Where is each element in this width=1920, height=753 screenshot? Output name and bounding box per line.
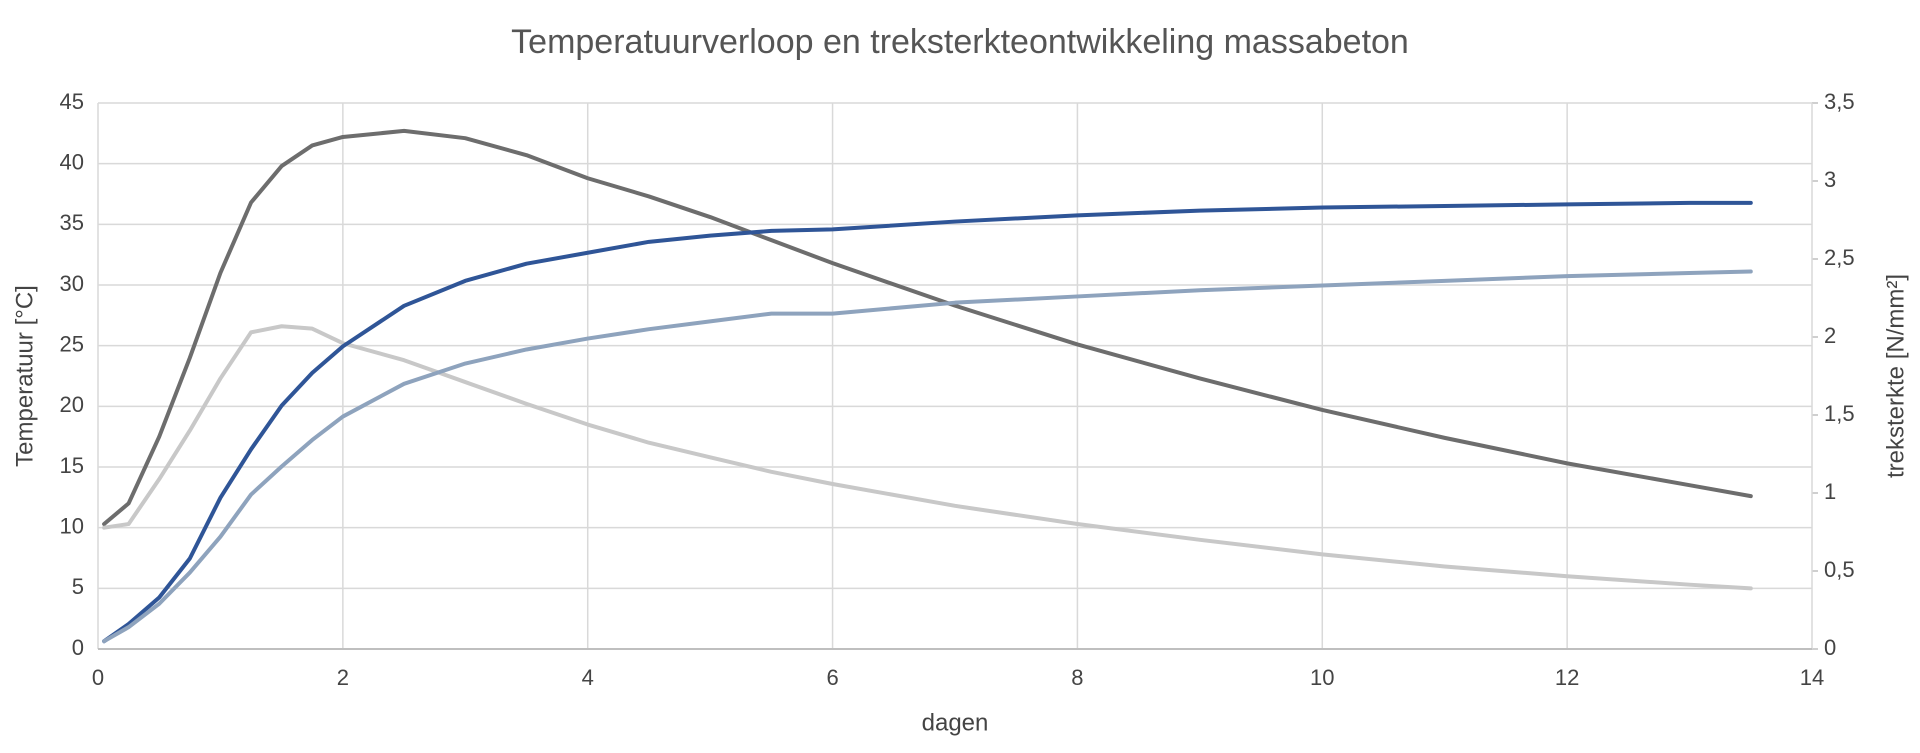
y-tick-label: 20	[60, 392, 84, 417]
x-tick-label: 6	[826, 665, 838, 690]
y-tick-label: 25	[60, 331, 84, 356]
y-tick-label: 0	[72, 635, 84, 660]
x-tick-label: 0	[92, 665, 104, 690]
y-tick-label: 10	[60, 513, 84, 538]
y-tick-label: 45	[60, 89, 84, 114]
y-tick-label: 35	[60, 210, 84, 235]
x-tick-label: 14	[1800, 665, 1824, 690]
x-tick-label: 12	[1555, 665, 1579, 690]
y2-tick-label: 3,5	[1824, 89, 1855, 114]
y2-tick-label: 3	[1824, 167, 1836, 192]
x-tick-label: 4	[582, 665, 594, 690]
chart-title: Temperatuurverloop en treksterkteontwikk…	[511, 23, 1409, 61]
x-tick-label: 2	[337, 665, 349, 690]
series-line	[102, 269, 1753, 644]
y-tick-label: 15	[60, 453, 84, 478]
series-line	[102, 324, 1753, 591]
series-line	[102, 128, 1753, 527]
y-tick-label: 5	[72, 574, 84, 599]
y-tick-label: 40	[60, 149, 84, 174]
series-line	[102, 200, 1753, 644]
x-axis-label: dagen	[922, 709, 989, 736]
y-axis-label: Temperatuur [°C]	[11, 285, 38, 467]
y2-tick-label: 0	[1824, 635, 1836, 660]
x-tick-label: 10	[1310, 665, 1334, 690]
y2-tick-label: 1	[1824, 479, 1836, 504]
x-tick-label: 8	[1071, 665, 1083, 690]
y2-tick-label: 2	[1824, 323, 1836, 348]
y2-tick-label: 1,5	[1824, 401, 1855, 426]
y2-tick-label: 0,5	[1824, 557, 1855, 582]
y2-axis-label: treksterkte [N/mm²]	[1882, 274, 1909, 478]
y2-tick-label: 2,5	[1824, 245, 1855, 270]
y-tick-label: 30	[60, 271, 84, 296]
